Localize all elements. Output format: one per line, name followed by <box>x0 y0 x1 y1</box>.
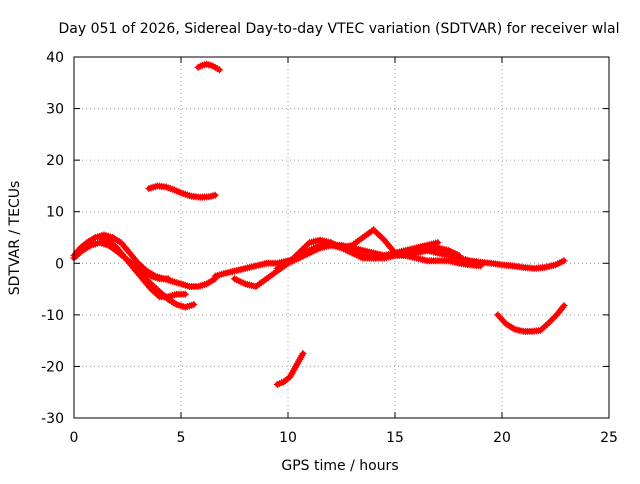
plot-frame <box>73 56 610 419</box>
data-point <box>559 303 567 311</box>
axis-ticks: 0 5 10 15 20 25 -30 -20 -10 0 10 20 30 40 <box>41 50 618 446</box>
data-point <box>299 350 307 358</box>
series-arc3 <box>96 234 198 311</box>
data-point <box>144 277 152 285</box>
data-point <box>147 280 155 288</box>
data-point <box>376 232 384 240</box>
data-point <box>538 325 546 333</box>
data-point <box>301 243 309 251</box>
data-point <box>157 289 165 297</box>
data-point <box>509 324 517 332</box>
y-tick-label: -20 <box>41 359 64 375</box>
x-tick-label: 15 <box>386 430 404 446</box>
data-point <box>139 268 147 276</box>
x-tick-label: 25 <box>600 430 618 446</box>
y-tick-label: 0 <box>55 256 64 272</box>
data-point <box>72 253 80 261</box>
data-point <box>540 323 548 331</box>
series-arc4 <box>102 239 172 283</box>
data-point <box>190 301 198 309</box>
y-tick-label: 10 <box>46 205 64 221</box>
data-point <box>73 251 81 259</box>
data-point <box>374 230 382 238</box>
data-point <box>181 290 189 298</box>
y-tick-label: -30 <box>41 411 64 427</box>
x-tick-label: 20 <box>493 430 511 446</box>
data-point <box>304 240 312 248</box>
series-arc12 <box>494 302 568 335</box>
series-arc2 <box>70 239 189 301</box>
data-point <box>560 257 568 265</box>
data-point <box>377 233 385 241</box>
data-point <box>145 278 153 286</box>
data-point <box>455 252 463 260</box>
data-point <box>371 227 379 235</box>
data-point <box>161 292 169 300</box>
data-point <box>542 322 550 330</box>
data-point <box>302 242 310 250</box>
data-point <box>216 66 224 74</box>
data-point <box>152 285 160 293</box>
data-point <box>299 245 307 253</box>
data-point <box>171 300 179 308</box>
series-arc5 <box>145 182 219 201</box>
series-arc6 <box>194 60 224 74</box>
data-point <box>296 247 304 255</box>
data-point <box>150 283 158 291</box>
data-point <box>154 286 162 294</box>
series-arc10 <box>284 241 485 270</box>
data-point <box>298 246 306 254</box>
data-point <box>90 235 98 243</box>
y-tick-label: -10 <box>41 308 64 324</box>
series-arc11 <box>273 350 307 388</box>
y-tick-label: 40 <box>46 50 64 66</box>
data-point <box>156 288 164 296</box>
y-tick-label: 30 <box>46 102 64 118</box>
data-point <box>75 249 83 257</box>
x-axis-label: GPS time / hours <box>281 458 398 474</box>
y-tick-label: 20 <box>46 153 64 169</box>
data-point <box>537 326 545 334</box>
x-tick-label: 0 <box>70 430 79 446</box>
series-arc9 <box>273 226 463 272</box>
data-point <box>543 320 551 328</box>
data-point <box>164 275 172 283</box>
data-point <box>211 191 219 199</box>
data-point <box>85 242 93 250</box>
data-point <box>159 291 167 299</box>
data-point <box>142 275 150 283</box>
x-tick-label: 10 <box>279 430 297 446</box>
data-point <box>370 226 378 234</box>
chart-title: Day 051 of 2026, Sidereal Day-to-day VTE… <box>58 21 619 37</box>
data-point <box>560 302 568 310</box>
series-layer <box>70 60 568 388</box>
data-point <box>373 229 381 237</box>
y-axis-label: SDTVAR / TECUs <box>7 181 23 296</box>
x-tick-label: 5 <box>177 430 186 446</box>
data-point <box>149 281 157 289</box>
data-point <box>477 262 485 270</box>
grid <box>74 57 609 418</box>
